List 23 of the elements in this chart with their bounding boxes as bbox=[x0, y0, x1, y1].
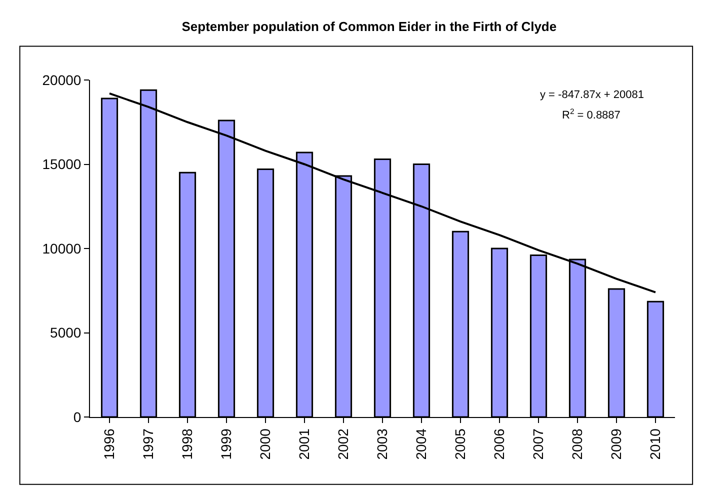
x-tick-label: 2004 bbox=[413, 428, 430, 460]
x-tick-label: 2000 bbox=[257, 428, 274, 460]
x-tick-label: 2008 bbox=[569, 428, 586, 460]
x-tick-label: 1999 bbox=[218, 428, 234, 460]
x-tick-label: 2002 bbox=[335, 428, 352, 460]
annotation: y = -847.87x + 20081 bbox=[540, 89, 644, 101]
x-tick-label: 2009 bbox=[608, 428, 624, 460]
x-tick-label: 1997 bbox=[140, 428, 156, 460]
y-tick-label: 20000 bbox=[42, 72, 82, 88]
y-tick-label: 0 bbox=[73, 408, 82, 425]
x-tick-label: 2010 bbox=[647, 428, 664, 460]
x-tick-label: 1996 bbox=[101, 428, 118, 460]
x-tick-label: 2001 bbox=[296, 428, 312, 460]
x-tick-label: 2003 bbox=[374, 428, 390, 460]
y-tick-label: 5000 bbox=[50, 324, 82, 341]
y-tick-label: 10000 bbox=[42, 240, 82, 256]
x-tick-label: 1998 bbox=[179, 428, 196, 460]
x-tick-label: 2007 bbox=[530, 428, 546, 460]
x-tick-label: 2006 bbox=[491, 428, 508, 460]
y-tick-label: 15000 bbox=[42, 156, 82, 172]
annotation: R$^{2}$ = 0.8887 bbox=[562, 107, 620, 122]
x-tick-label: 2005 bbox=[452, 428, 468, 460]
chart-title: September population of Common Eider in the Firth of Clyde bbox=[182, 19, 557, 34]
